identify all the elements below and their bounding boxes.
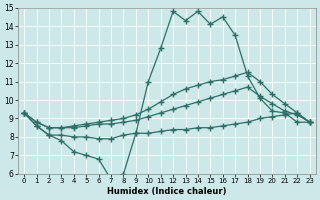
X-axis label: Humidex (Indice chaleur): Humidex (Indice chaleur) xyxy=(107,187,227,196)
